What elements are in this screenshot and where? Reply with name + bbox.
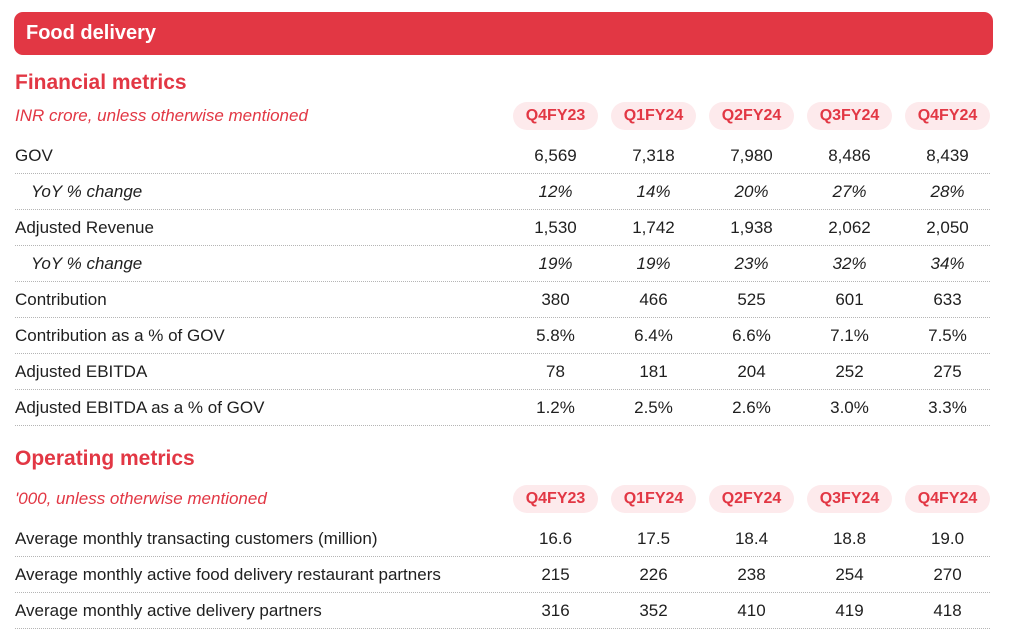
period-pill: Q1FY24: [611, 485, 696, 513]
period-pill: Q3FY24: [807, 485, 892, 513]
cell-value: 8,486: [828, 145, 871, 165]
cell-value: 8,439: [926, 145, 969, 165]
cell-value: 238: [737, 564, 766, 584]
period-pill: Q3FY24: [807, 102, 892, 130]
cell-value: 34%: [930, 253, 965, 273]
financial-units-note: INR crore, unless otherwise mentioned: [15, 106, 308, 125]
financial-header-row: INR crore, unless otherwise mentioned Q4…: [15, 101, 990, 131]
table-row: Adjusted EBITDA 78 181 204 252 275: [15, 354, 990, 390]
cell-value: 1,530: [534, 217, 577, 237]
cell-value: 5.8%: [536, 325, 575, 345]
period-pill: Q4FY23: [513, 485, 598, 513]
row-label: Adjusted EBITDA: [15, 361, 148, 381]
table-row: Average monthly transacting customers (m…: [15, 521, 990, 557]
row-label: Contribution as a % of GOV: [15, 325, 225, 345]
table-row: Average monthly active food delivery res…: [15, 557, 990, 593]
cell-value: 270: [933, 564, 962, 584]
table-row: Average monthly active delivery partners…: [15, 593, 990, 629]
cell-value: 1,742: [632, 217, 675, 237]
operating-header-row: '000, unless otherwise mentioned Q4FY23 …: [15, 484, 990, 514]
row-label: Adjusted Revenue: [15, 217, 154, 237]
cell-value: 2.5%: [634, 397, 673, 417]
section-banner: Food delivery: [14, 12, 993, 55]
cell-value: 19.0: [930, 528, 965, 548]
cell-value: 6.4%: [634, 325, 673, 345]
cell-value: 6.6%: [732, 325, 771, 345]
cell-value: 18.4: [734, 528, 769, 548]
cell-value: 601: [835, 289, 864, 309]
cell-value: 633: [933, 289, 962, 309]
cell-value: 78: [546, 361, 565, 381]
cell-value: 23%: [734, 253, 769, 273]
table-row: Adjusted Revenue 1,530 1,742 1,938 2,062…: [15, 210, 990, 246]
cell-value: 316: [541, 600, 570, 620]
cell-value: 418: [933, 600, 962, 620]
cell-value: 252: [835, 361, 864, 381]
table-row: YoY % change 12% 14% 20% 27% 28%: [15, 174, 990, 210]
row-label: Average monthly active food delivery res…: [15, 564, 441, 584]
cell-value: 27%: [832, 181, 867, 201]
cell-value: 19%: [636, 253, 671, 273]
period-pill: Q2FY24: [709, 102, 794, 130]
cell-value: 419: [835, 600, 864, 620]
row-label: Average monthly active delivery partners: [15, 600, 322, 620]
cell-value: 28%: [930, 181, 965, 201]
cell-value: 275: [933, 361, 962, 381]
row-label: Contribution: [15, 289, 107, 309]
cell-value: 18.8: [832, 528, 867, 548]
financial-metrics-title: Financial metrics: [15, 71, 187, 94]
cell-value: 12%: [538, 181, 573, 201]
table-row: Contribution as a % of GOV 5.8% 6.4% 6.6…: [15, 318, 990, 354]
cell-value: 16.6: [538, 528, 573, 548]
cell-value: 215: [541, 564, 570, 584]
cell-value: 204: [737, 361, 766, 381]
period-pill: Q4FY24: [905, 102, 990, 130]
cell-value: 254: [835, 564, 864, 584]
cell-value: 7,318: [632, 145, 675, 165]
operating-units-note: '000, unless otherwise mentioned: [15, 489, 267, 508]
period-pill: Q2FY24: [709, 485, 794, 513]
table-row: GOV 6,569 7,318 7,980 8,486 8,439: [15, 138, 990, 174]
cell-value: 32%: [832, 253, 867, 273]
cell-value: 466: [639, 289, 668, 309]
period-pill: Q4FY24: [905, 485, 990, 513]
table-row: YoY % change 19% 19% 23% 32% 34%: [15, 246, 990, 282]
row-label: YoY % change: [31, 181, 143, 201]
cell-value: 7.5%: [928, 325, 967, 345]
cell-value: 19%: [538, 253, 573, 273]
cell-value: 7,980: [730, 145, 773, 165]
table-row: Contribution 380 466 525 601 633: [15, 282, 990, 318]
cell-value: 525: [737, 289, 766, 309]
cell-value: 181: [639, 361, 668, 381]
cell-value: 1.2%: [536, 397, 575, 417]
cell-value: 380: [541, 289, 570, 309]
cell-value: 14%: [636, 181, 671, 201]
row-label: YoY % change: [31, 253, 143, 273]
cell-value: 3.3%: [928, 397, 967, 417]
cell-value: 352: [639, 600, 668, 620]
cell-value: 2,062: [828, 217, 871, 237]
row-label: GOV: [15, 145, 53, 165]
period-pill: Q1FY24: [611, 102, 696, 130]
table-row: Adjusted EBITDA as a % of GOV 1.2% 2.5% …: [15, 390, 990, 426]
row-label: Adjusted EBITDA as a % of GOV: [15, 397, 265, 417]
cell-value: 7.1%: [830, 325, 869, 345]
cell-value: 410: [737, 600, 766, 620]
cell-value: 1,938: [730, 217, 773, 237]
cell-value: 3.0%: [830, 397, 869, 417]
cell-value: 6,569: [534, 145, 577, 165]
cell-value: 2.6%: [732, 397, 771, 417]
cell-value: 17.5: [636, 528, 671, 548]
cell-value: 226: [639, 564, 668, 584]
period-pill: Q4FY23: [513, 102, 598, 130]
cell-value: 2,050: [926, 217, 969, 237]
cell-value: 20%: [734, 181, 769, 201]
row-label: Average monthly transacting customers (m…: [15, 528, 378, 548]
banner-title: Food delivery: [26, 22, 157, 44]
operating-metrics-title: Operating metrics: [15, 447, 195, 470]
